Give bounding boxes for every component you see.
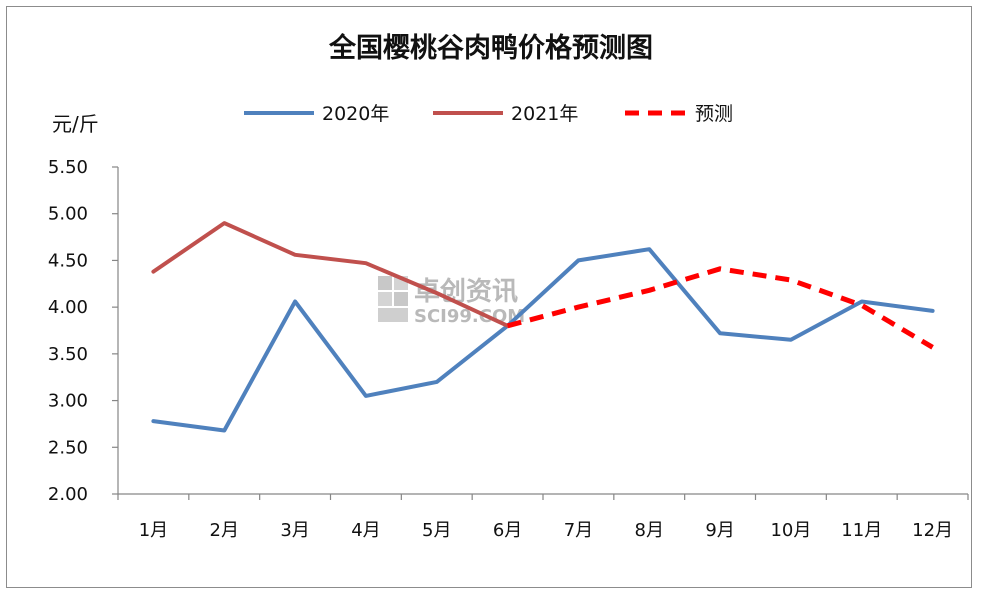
x-tick-label: 5月 (422, 520, 451, 541)
chart-frame (6, 6, 972, 588)
x-tick-label: 11月 (841, 520, 882, 541)
x-tick-label: 10月 (770, 520, 811, 541)
x-tick-label: 12月 (912, 520, 953, 541)
legend-label-0: 2020年 (322, 103, 389, 125)
x-tick-label: 9月 (705, 520, 734, 541)
y-tick-label: 3.50 (48, 344, 88, 365)
series-line-1 (151, 221, 510, 328)
x-tick-label: 1月 (139, 520, 168, 541)
series-line-0 (151, 247, 935, 433)
series-line-2 (506, 266, 934, 350)
y-tick-label: 2.00 (48, 484, 88, 505)
y-tick-label: 5.00 (48, 204, 88, 225)
legend-label-2: 预测 (695, 103, 733, 125)
y-tick-label: 4.00 (48, 297, 88, 318)
x-tick-label: 6月 (493, 520, 522, 541)
x-tick-label: 8月 (635, 520, 664, 541)
y-tick-label: 3.00 (48, 391, 88, 412)
x-tick-label: 3月 (280, 520, 309, 541)
y-tick-label: 5.50 (48, 157, 88, 178)
y-axis-unit-label: 元/斤 (52, 112, 99, 136)
y-tick-label: 4.50 (48, 250, 88, 271)
y-tick-label: 2.50 (48, 437, 88, 458)
legend-label-1: 2021年 (511, 103, 578, 125)
chart-title: 全国樱桃谷肉鸭价格预测图 (329, 33, 653, 64)
x-tick-label: 2月 (210, 520, 239, 541)
x-tick-label: 4月 (351, 520, 380, 541)
x-tick-label: 7月 (564, 520, 593, 541)
